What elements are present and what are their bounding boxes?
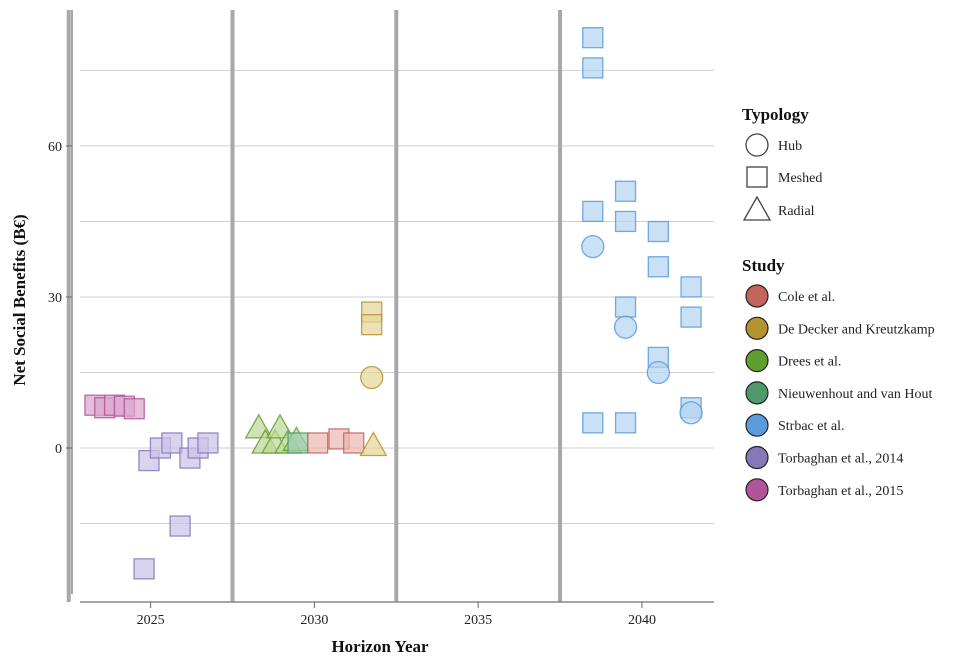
data-point-strbac-et-al-circle [646, 360, 670, 385]
data-point-torbaghan-et-al-2014-square [133, 558, 155, 580]
panel-separators [66, 10, 563, 602]
legend-study-label: Nieuwenhout and van Hout [778, 387, 932, 402]
data-point-strbac-et-al-square [647, 256, 669, 278]
data-point-strbac-et-al-square [614, 210, 637, 233]
y-axis-title: Net Social Benefits (B€) [10, 214, 29, 385]
legend-study-swatch [745, 284, 769, 308]
legend-triangle-icon [742, 195, 772, 221]
data-point-strbac-et-al-square [614, 296, 637, 318]
y-tick-label: 30 [48, 291, 62, 306]
data-point-strbac-et-al-square [582, 27, 604, 49]
y-tick-label: 60 [48, 140, 62, 155]
typology-legend-title: Typology [742, 105, 809, 124]
legend-study-label: Torbaghan et al., 2014 [778, 452, 903, 467]
legend-study-swatch [745, 413, 769, 437]
legend-study-swatch [745, 478, 769, 502]
data-point-strbac-et-al-square [582, 200, 604, 223]
data-point-strbac-et-al-square [582, 57, 604, 79]
legend-typology-label: Radial [778, 204, 815, 219]
axes [71, 10, 714, 603]
x-tick-label: 2025 [137, 613, 165, 628]
x-axis-title: Horizon Year [331, 637, 429, 656]
data-point-de-decker-and-kreutzkamp-triangle [359, 431, 388, 457]
data-point-de-decker-and-kreutzkamp-square [361, 314, 383, 336]
legend-study-swatch [745, 349, 769, 373]
data-point-torbaghan-et-al-2014-square [197, 432, 219, 454]
data-point-strbac-et-al-circle [679, 401, 703, 425]
legend-study-label: Cole et al. [778, 290, 835, 305]
data-point-torbaghan-et-al-2014-square [169, 515, 191, 537]
legend-study-label: Strbac et al. [778, 419, 844, 434]
data-point-strbac-et-al-square [680, 306, 702, 328]
data-points [84, 27, 703, 580]
legend-study-swatch [745, 445, 769, 470]
legend-typology-label: Meshed [778, 171, 822, 186]
data-point-cole-et-al-square [307, 432, 329, 454]
legend: Typology Study Hub Meshed Radial Cole et al… [742, 105, 935, 502]
legend-study-swatch [745, 316, 769, 340]
data-point-strbac-et-al-circle [581, 234, 605, 259]
legend-square-icon [746, 166, 768, 188]
x-tick-label: 2035 [464, 613, 492, 628]
data-point-strbac-et-al-square [680, 276, 702, 298]
x-tick-label: 2030 [300, 613, 328, 628]
y-tick-label: 0 [55, 442, 62, 457]
tick-labels: 2025 2030 2035 2040 0 30 60 [48, 140, 656, 628]
x-tick-label: 2040 [628, 613, 656, 628]
data-point-de-decker-and-kreutzkamp-circle [360, 365, 384, 390]
data-point-strbac-et-al-square [647, 220, 669, 243]
data-point-torbaghan-et-al-2015-square [123, 398, 145, 420]
legend-study-label: Drees et al. [778, 355, 841, 370]
data-point-nieuwenhout-and-van-hout-square [287, 432, 309, 454]
data-point-cole-et-al-square [343, 432, 365, 454]
data-point-strbac-et-al-square [614, 412, 637, 434]
data-point-strbac-et-al-square [582, 412, 604, 434]
legend-study-label: De Decker and Kreutzkamp [778, 322, 935, 337]
legend-circle-icon [745, 133, 769, 157]
data-point-strbac-et-al-square [614, 180, 637, 202]
study-legend-title: Study [742, 256, 785, 275]
data-point-torbaghan-et-al-2014-square [161, 432, 183, 454]
legend-study-swatch [745, 381, 769, 405]
legend-typology-label: Hub [778, 139, 802, 154]
legend-study-label: Torbaghan et al., 2015 [778, 484, 903, 499]
data-point-strbac-et-al-circle [613, 315, 638, 339]
